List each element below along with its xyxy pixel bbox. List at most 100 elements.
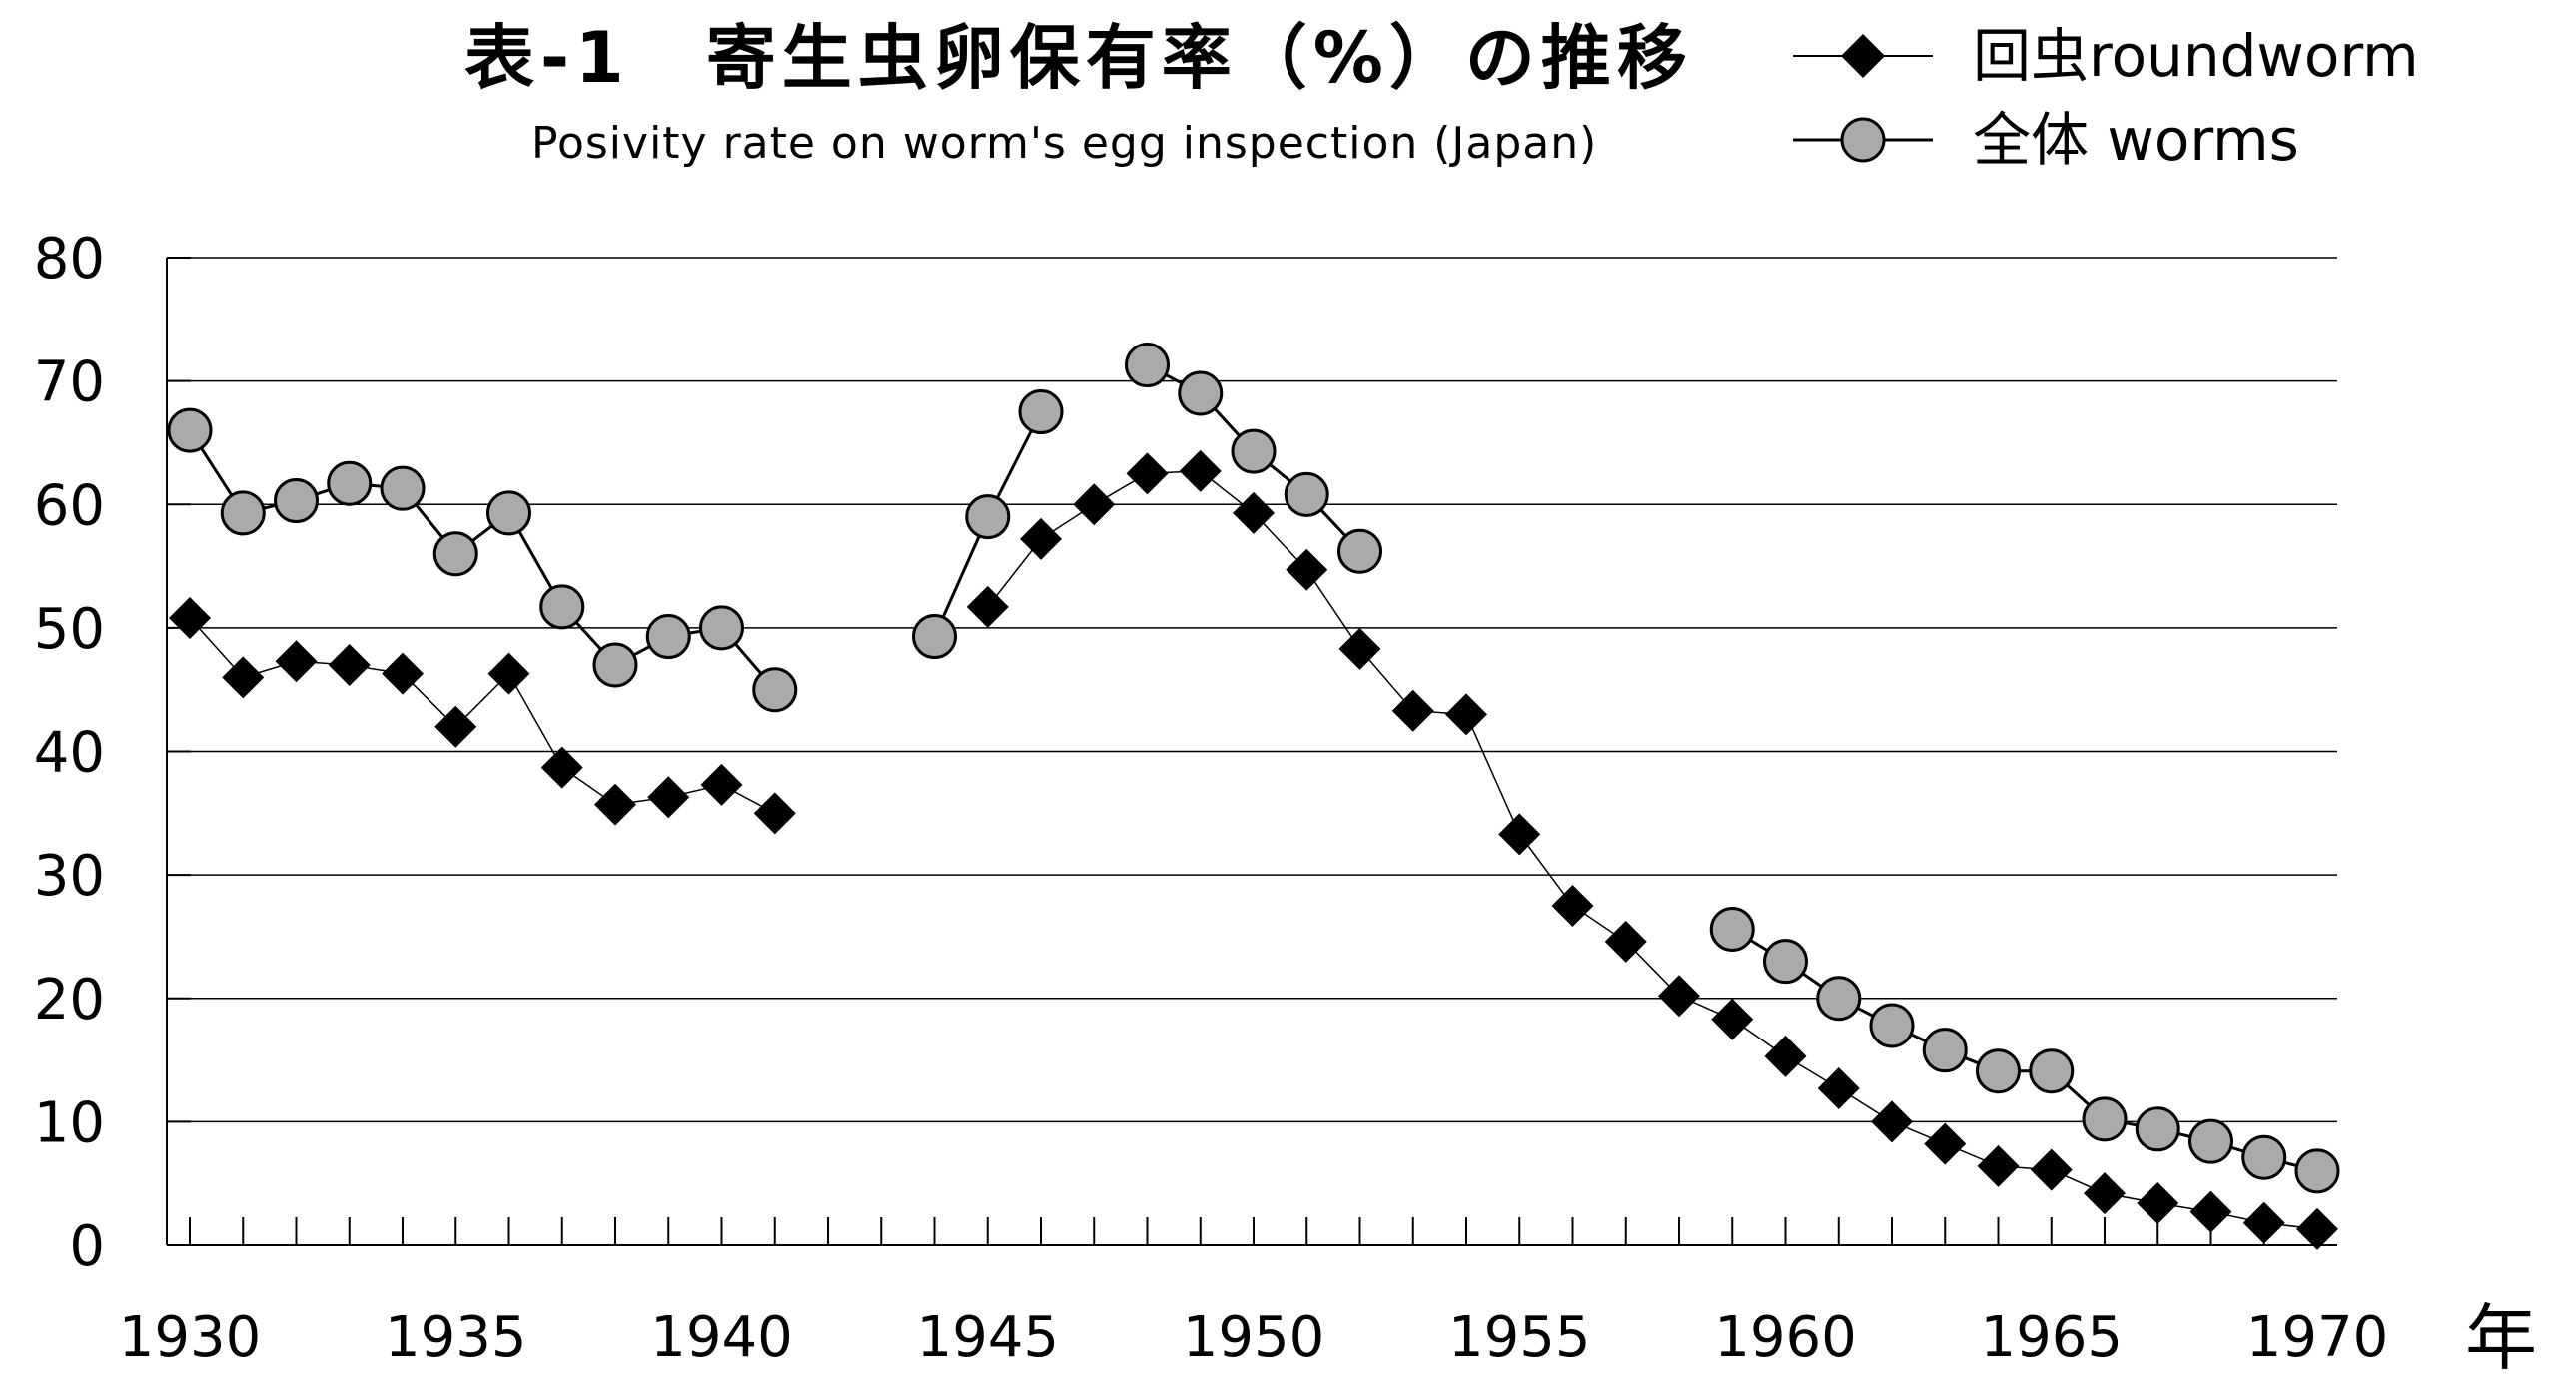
series-roundworm bbox=[169, 449, 2338, 1250]
data-point bbox=[1816, 976, 1862, 1022]
data-point bbox=[222, 656, 265, 699]
y-tick-label: 20 bbox=[34, 968, 105, 1033]
data-point bbox=[645, 614, 691, 660]
data-point bbox=[2242, 1201, 2285, 1244]
data-point bbox=[1869, 1003, 1915, 1048]
y-tick-label: 60 bbox=[34, 473, 105, 538]
data-point bbox=[2030, 1148, 2073, 1191]
x-tick-label: 1950 bbox=[1183, 1305, 1325, 1370]
data-point bbox=[1551, 885, 1594, 928]
x-tick-labels: 1930 1935 1940 1945 1950 1955 1960 1965 1970 bbox=[119, 1305, 2389, 1370]
series-worms bbox=[167, 343, 2340, 1194]
data-point bbox=[2188, 1118, 2233, 1164]
data-point bbox=[1764, 1035, 1807, 1077]
data-point bbox=[1922, 1028, 1968, 1073]
data-point bbox=[1125, 343, 1170, 388]
series-line bbox=[188, 429, 776, 691]
data-point bbox=[966, 585, 1009, 628]
data-point bbox=[169, 596, 211, 639]
y-tick-labels: 0 10 20 30 40 50 60 70 80 bbox=[34, 227, 105, 1279]
data-point bbox=[2029, 1048, 2075, 1094]
data-point bbox=[753, 792, 796, 835]
data-point bbox=[2084, 1172, 2126, 1215]
data-point bbox=[2189, 1190, 2232, 1233]
data-point bbox=[2294, 1148, 2340, 1194]
data-point bbox=[274, 478, 319, 524]
data-point bbox=[1817, 1066, 1860, 1109]
y-tick-label: 0 bbox=[69, 1214, 105, 1279]
data-point bbox=[2241, 1134, 2287, 1180]
data-point bbox=[1231, 428, 1277, 474]
chart-subtitle: Posivity rate on worm's egg inspection (… bbox=[531, 118, 1597, 169]
data-point bbox=[1126, 452, 1169, 495]
data-point bbox=[1020, 517, 1062, 560]
x-tick-label: 1940 bbox=[650, 1305, 793, 1370]
data-point bbox=[700, 763, 743, 806]
data-point bbox=[1871, 1100, 1913, 1143]
data-point bbox=[699, 605, 744, 651]
y-tick-label: 70 bbox=[34, 350, 105, 415]
data-point bbox=[434, 705, 477, 748]
legend-label-roundworm: 回虫roundworm bbox=[1973, 22, 2419, 90]
x-tick-label: 1945 bbox=[916, 1305, 1059, 1370]
data-point bbox=[1604, 920, 1647, 963]
data-point bbox=[1284, 471, 1329, 517]
data-point bbox=[912, 614, 957, 660]
data-point bbox=[647, 776, 690, 819]
data-point bbox=[540, 746, 583, 789]
y-tick-label: 50 bbox=[34, 597, 105, 662]
data-point bbox=[2296, 1207, 2338, 1250]
data-point bbox=[592, 642, 638, 688]
x-tick-label: 1955 bbox=[1448, 1305, 1591, 1370]
data-point bbox=[486, 490, 531, 536]
data-point bbox=[167, 407, 213, 453]
data-point bbox=[380, 465, 426, 511]
y-tick-label: 30 bbox=[34, 844, 105, 909]
data-point bbox=[965, 494, 1011, 540]
gridlines bbox=[167, 257, 2337, 1123]
chart-title: 表-1 寄生虫卵保有率（%）の推移 bbox=[464, 17, 1693, 99]
data-point bbox=[2135, 1106, 2180, 1152]
data-point bbox=[382, 652, 424, 695]
data-point bbox=[487, 652, 530, 695]
data-point bbox=[1658, 975, 1700, 1018]
data-point bbox=[1709, 907, 1755, 953]
data-point bbox=[1711, 998, 1754, 1040]
data-point bbox=[275, 640, 318, 683]
data-point bbox=[1179, 449, 1222, 492]
data-point bbox=[752, 667, 798, 713]
data-point bbox=[1924, 1122, 1967, 1165]
data-point bbox=[1337, 528, 1382, 574]
data-point bbox=[1073, 483, 1116, 526]
data-point bbox=[328, 643, 371, 686]
series-layer bbox=[167, 343, 2340, 1250]
data-point bbox=[2137, 1181, 2179, 1224]
legend: 回虫roundworm 全体 worms bbox=[1793, 22, 2419, 174]
data-point bbox=[1977, 1144, 2020, 1187]
data-point bbox=[1233, 491, 1275, 534]
x-tick-label: 1965 bbox=[1980, 1305, 2123, 1370]
data-point bbox=[1445, 693, 1487, 736]
data-point bbox=[1498, 813, 1541, 856]
x-axis-unit-label: 年 bbox=[2465, 1296, 2537, 1380]
data-point bbox=[2082, 1096, 2128, 1142]
data-point bbox=[1763, 939, 1808, 985]
data-point bbox=[1018, 389, 1064, 435]
data-point bbox=[1338, 627, 1381, 670]
data-point bbox=[594, 783, 636, 826]
data-point bbox=[432, 531, 478, 577]
data-point bbox=[539, 584, 585, 630]
x-tick-label: 1960 bbox=[1714, 1305, 1857, 1370]
x-tick-label: 1970 bbox=[2246, 1305, 2389, 1370]
y-tick-label: 80 bbox=[34, 227, 105, 292]
legend-label-worms: 全体 worms bbox=[1973, 106, 2299, 174]
data-point bbox=[1286, 548, 1328, 591]
x-tick-label: 1930 bbox=[119, 1305, 262, 1370]
data-point bbox=[220, 490, 266, 536]
data-point bbox=[327, 460, 373, 506]
legend-diamond-icon bbox=[1841, 34, 1885, 78]
legend-circle-icon bbox=[1840, 117, 1886, 163]
data-point bbox=[1391, 689, 1434, 732]
data-point bbox=[1178, 370, 1224, 416]
y-tick-label: 10 bbox=[34, 1090, 105, 1155]
